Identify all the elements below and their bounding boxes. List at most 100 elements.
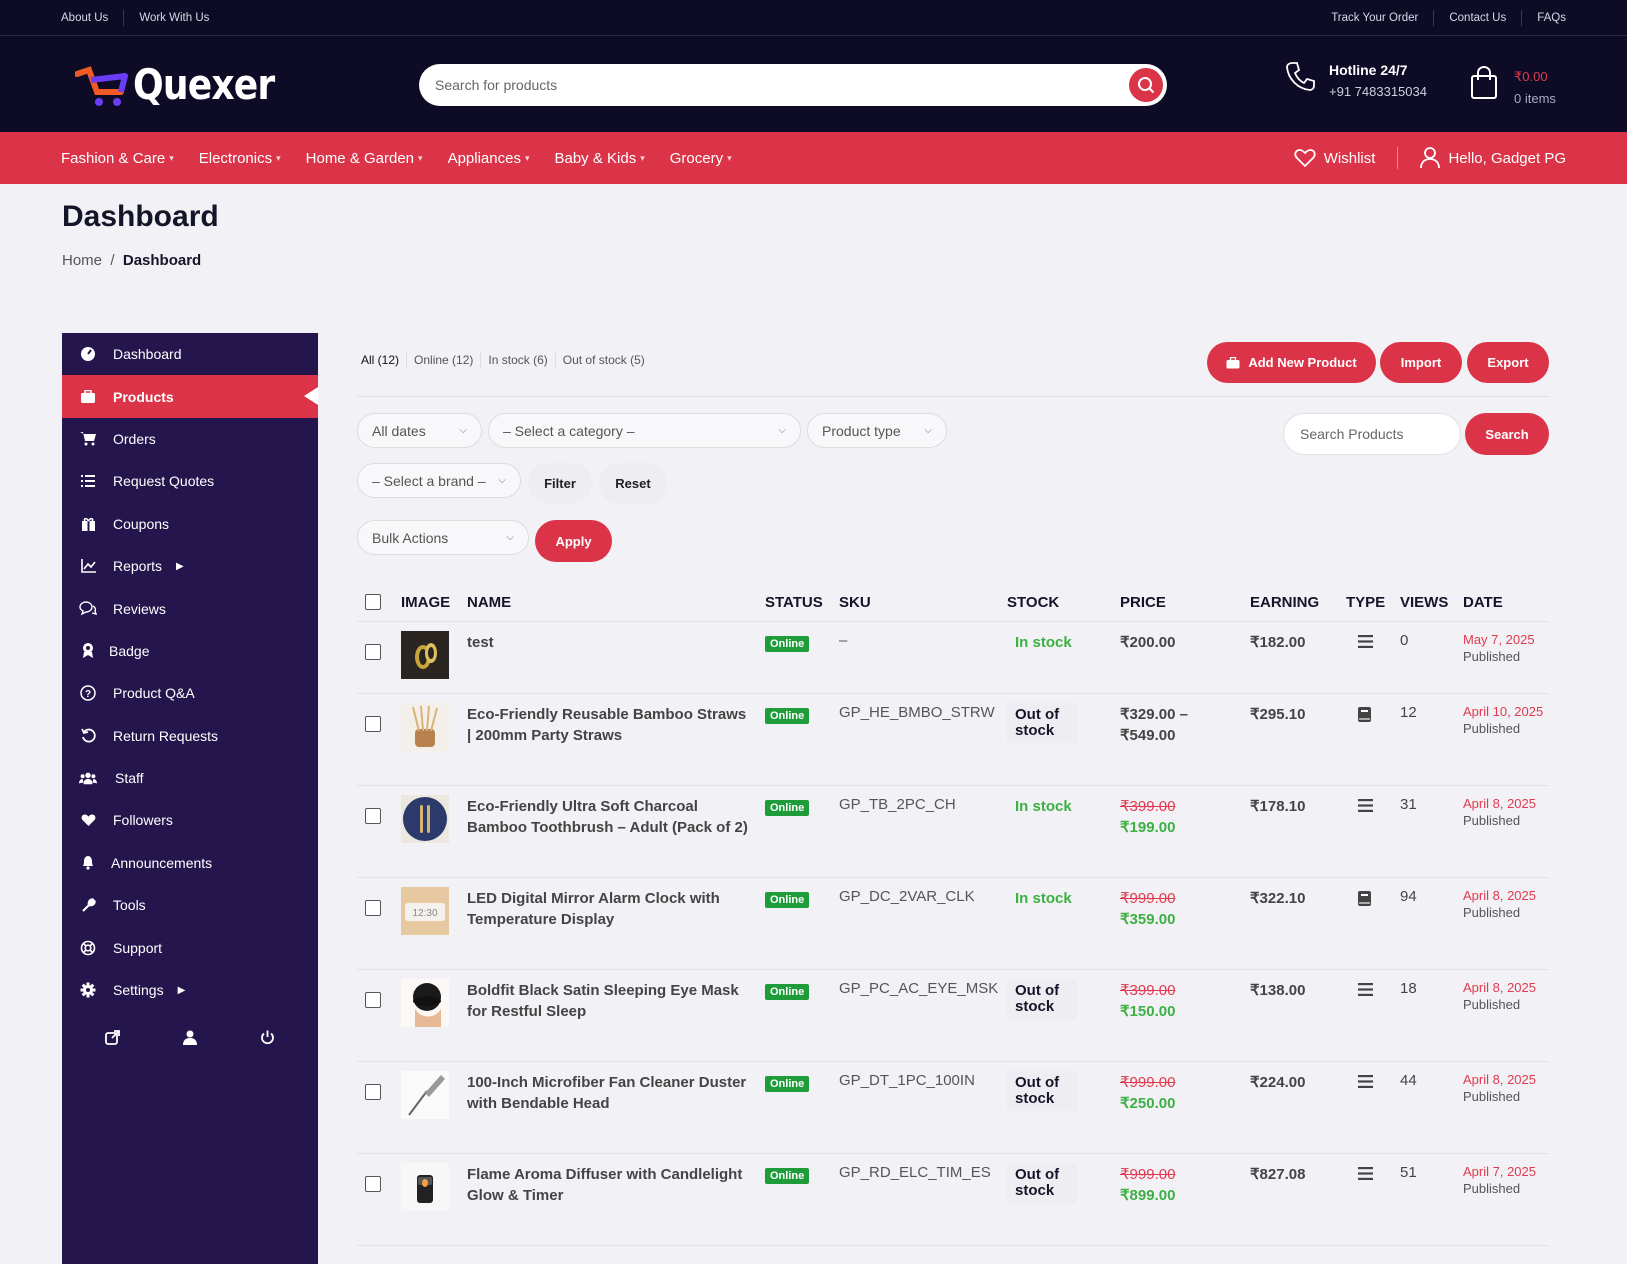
about-us-link[interactable]: About Us <box>61 11 109 24</box>
sidebar-item-dashboard[interactable]: Dashboard <box>62 333 318 375</box>
mini-cart[interactable]: ₹0.00 0 items <box>1470 66 1556 110</box>
apply-button[interactable]: Apply <box>535 520 612 562</box>
sidebar-item-products[interactable]: Products <box>62 375 318 418</box>
row-checkbox[interactable] <box>365 715 381 732</box>
sidebar-item-label: Return Requests <box>113 727 219 744</box>
date-filter-select[interactable]: All dates ⌵ <box>357 413 482 448</box>
status-filter-out-of-stock[interactable]: Out of stock (5) <box>554 353 652 367</box>
sidebar-item-settings[interactable]: Settings ▶ <box>62 969 318 1011</box>
search-button[interactable] <box>1129 68 1163 102</box>
sidebar-item-reports[interactable]: Reports ▶ <box>62 545 318 587</box>
product-thumbnail[interactable] <box>401 978 449 1027</box>
product-search-bar[interactable]: Search for products <box>419 64 1167 106</box>
col-name[interactable]: NAME <box>467 584 765 622</box>
category-filter-select[interactable]: – Select a category – ⌵ <box>488 413 801 448</box>
row-checkbox[interactable] <box>365 899 381 916</box>
sidebar-item-request-quotes[interactable]: Request Quotes <box>62 460 318 502</box>
table-row[interactable]: 12:30 LED Digital Mirror Alarm Clock with… <box>357 877 1549 970</box>
col-price[interactable]: PRICE <box>1120 584 1250 622</box>
import-button[interactable]: Import <box>1380 342 1462 383</box>
hotline-number[interactable]: +91 7483315034 <box>1329 84 1427 99</box>
wrench-icon <box>79 896 97 914</box>
search-products-input[interactable]: Search Products <box>1283 413 1461 455</box>
sidebar-item-tools[interactable]: Tools <box>62 884 318 926</box>
work-with-us-link[interactable]: Work With Us <box>123 9 209 26</box>
nav-label: Electronics <box>198 149 273 167</box>
nav-home-garden[interactable]: Home & Garden ▾ <box>306 150 423 167</box>
logo[interactable]: Quexer <box>75 60 297 109</box>
brand-filter-select[interactable]: – Select a brand – ⌵ <box>357 463 521 498</box>
product-type-value: Product type <box>822 422 901 439</box>
sidebar-item-return-requests[interactable]: Return Requests <box>62 715 318 757</box>
sidebar-item-reviews[interactable]: Reviews <box>62 587 318 629</box>
export-button[interactable]: Export <box>1467 342 1549 383</box>
nav-baby-kids[interactable]: Baby & Kids ▾ <box>554 150 644 167</box>
product-thumbnail[interactable]: 12:30 <box>401 886 449 935</box>
track-order-link[interactable]: Track Your Order <box>1331 11 1419 24</box>
gift-icon <box>79 515 97 533</box>
product-name-cell: Eco-Friendly Ultra Soft Charcoal Bamboo … <box>467 785 765 878</box>
product-thumbnail[interactable] <box>401 702 449 751</box>
bulk-actions-value: Bulk Actions <box>372 529 449 546</box>
earning-value: ₹138.00 <box>1250 981 1306 999</box>
row-checkbox[interactable] <box>365 991 381 1008</box>
product-name-link[interactable]: Boldfit Black Satin Sleeping Eye Mask fo… <box>467 981 739 1020</box>
status-filter-online[interactable]: Online (12) <box>406 353 480 367</box>
product-thumbnail[interactable] <box>401 1162 449 1211</box>
row-checkbox[interactable] <box>365 1175 381 1192</box>
status-filter-all[interactable]: All (12) <box>361 353 400 367</box>
select-all-checkbox[interactable] <box>365 594 381 611</box>
table-row[interactable]: Eco-Friendly Ultra Soft Charcoal Bamboo … <box>357 785 1549 878</box>
col-views[interactable]: VIEWS <box>1400 584 1463 622</box>
product-type-select[interactable]: Product type ⌵ <box>807 413 947 448</box>
col-sku[interactable]: SKU <box>839 584 1007 622</box>
edit-account-button[interactable] <box>182 1030 197 1048</box>
faqs-link[interactable]: FAQs <box>1521 9 1566 26</box>
product-name-link[interactable]: Eco-Friendly Reusable Bamboo Straws | 20… <box>467 705 747 744</box>
logout-button[interactable] <box>260 1030 275 1048</box>
sidebar-item-staff[interactable]: Staff <box>62 757 318 799</box>
breadcrumb-home[interactable]: Home <box>62 252 103 269</box>
row-checkbox[interactable] <box>365 807 381 824</box>
status-filter-in-stock[interactable]: In stock (6) <box>480 353 554 367</box>
sidebar-item-followers[interactable]: Followers <box>62 799 318 841</box>
nav-electronics[interactable]: Electronics ▾ <box>199 150 281 167</box>
product-name-link[interactable]: LED Digital Mirror Alarm Clock with Temp… <box>467 889 720 928</box>
sidebar-item-label: Coupons <box>113 515 170 532</box>
sidebar-item-orders[interactable]: Orders <box>62 418 318 460</box>
search-products-button[interactable]: Search <box>1465 413 1549 455</box>
sku-cell: GP_RD_ELC_TIM_ES <box>839 1153 1007 1246</box>
user-account-link[interactable]: Hello, Gadget PG <box>1398 147 1566 169</box>
bulk-actions-select[interactable]: Bulk Actions ⌵ <box>357 520 529 555</box>
wishlist-link[interactable]: Wishlist <box>1294 147 1399 169</box>
nav-grocery[interactable]: Grocery ▾ <box>670 150 732 167</box>
table-row[interactable]: Boldfit Black Satin Sleeping Eye Mask fo… <box>357 969 1549 1062</box>
table-row[interactable]: 100-Inch Microfiber Fan Cleaner Duster w… <box>357 1061 1549 1154</box>
sidebar-item-coupons[interactable]: Coupons <box>62 503 318 545</box>
reset-button[interactable]: Reset <box>599 463 667 504</box>
contact-us-link[interactable]: Contact Us <box>1433 9 1521 26</box>
price: ₹329.00 – <box>1120 705 1188 723</box>
product-thumbnail[interactable] <box>401 794 449 843</box>
col-date[interactable]: DATE <box>1463 584 1549 622</box>
row-checkbox[interactable] <box>365 643 381 660</box>
sidebar-item-support[interactable]: Support <box>62 926 318 968</box>
product-name-link[interactable]: Eco-Friendly Ultra Soft Charcoal Bamboo … <box>467 797 748 836</box>
add-new-product-button[interactable]: Add New Product <box>1207 342 1376 383</box>
sidebar-item-product-qa[interactable]: ? Product Q&A <box>62 672 318 714</box>
nav-appliances[interactable]: Appliances ▾ <box>448 150 530 167</box>
sidebar-item-badge[interactable]: Badge <box>62 630 318 672</box>
nav-fashion-care[interactable]: Fashion & Care ▾ <box>61 150 174 167</box>
visit-store-button[interactable] <box>105 1030 121 1048</box>
table-row[interactable]: test Online – In stock ₹200.00 ₹182.00 0 May 7,… <box>357 621 1549 694</box>
sidebar-item-announcements[interactable]: Announcements <box>62 842 318 884</box>
product-name-link[interactable]: test <box>467 633 494 651</box>
product-thumbnail[interactable] <box>401 630 449 679</box>
table-row[interactable]: Flame Aroma Diffuser with Candlelight Gl… <box>357 1153 1549 1246</box>
table-row[interactable]: Eco-Friendly Reusable Bamboo Straws | 20… <box>357 693 1549 786</box>
row-checkbox[interactable] <box>365 1083 381 1100</box>
product-thumbnail[interactable] <box>401 1070 449 1119</box>
product-name-link[interactable]: 100-Inch Microfiber Fan Cleaner Duster w… <box>467 1073 747 1112</box>
product-name-link[interactable]: Flame Aroma Diffuser with Candlelight Gl… <box>467 1165 743 1204</box>
filter-button[interactable]: Filter <box>528 463 592 504</box>
